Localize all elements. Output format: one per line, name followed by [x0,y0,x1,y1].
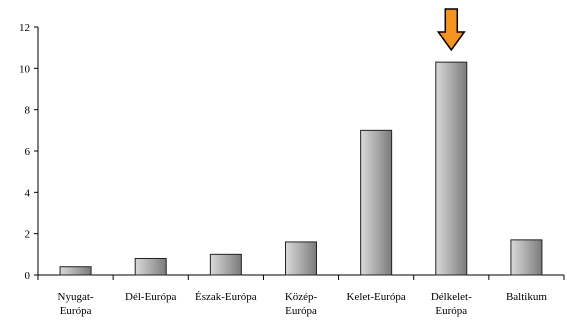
x-category-label-line: Európa [60,305,92,317]
x-category-label-6: Baltikum [506,291,547,303]
x-category-label-2: Észak-Európa [195,291,257,303]
y-tick-label-4: 4 [25,187,31,199]
x-category-label-line: Dél-Európa [125,291,176,303]
x-category-label-3: Közép- Európa [285,291,318,317]
x-category-label-line: Kelet-Európa [347,291,406,303]
bar-4 [360,129,393,276]
bar-1 [134,257,167,276]
y-tick-label-2: 2 [25,229,31,241]
x-category-label-1: Dél-Európa [125,291,176,303]
annotations [436,8,466,52]
bars [59,61,543,276]
y-tick-label-12: 12 [19,22,30,34]
x-category-label-line: Nyugat- [58,291,94,303]
x-category-label-line: Baltikum [506,291,547,303]
y-tick-label-8: 8 [25,105,31,117]
labels: 0 2 4 6 8 10 12 Nyugat- Európa Dél-Európa Észak-Eu… [19,22,547,317]
x-category-label-4: Kelet-Európa [347,291,406,303]
bar-0 [59,266,92,276]
x-category-label-line: Európa [435,305,467,317]
y-tick-label-10: 10 [19,63,31,75]
bar-2 [209,253,242,276]
highlight-arrow-icon [436,8,466,52]
bar-3 [285,241,317,276]
x-category-label-line: Európa [285,305,317,317]
x-category-label-line: Észak-Európa [195,291,257,303]
bar-6 [510,239,543,276]
x-category-label-line: Délkelet- [431,291,472,303]
y-tick-label-6: 6 [25,146,31,158]
x-category-label-5: Délkelet- Európa [431,291,472,317]
x-category-label-0: Nyugat- Európa [58,291,94,317]
y-tick-label-0: 0 [25,270,31,282]
x-category-label-line: Közép- [285,291,318,303]
bar-5 [435,61,468,276]
